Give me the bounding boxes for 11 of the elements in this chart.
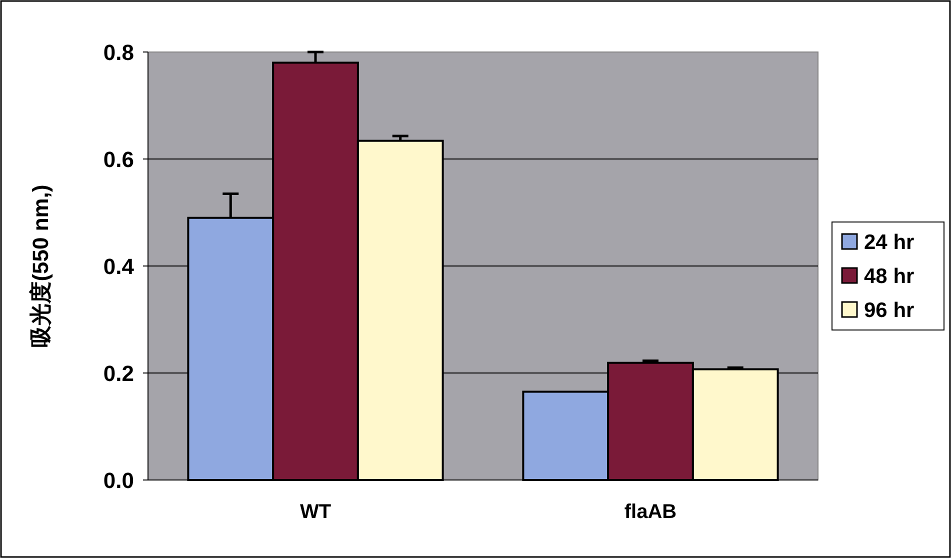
y-tick-label: 0.6 [103,147,134,172]
legend-label: 96 hr [864,299,914,322]
y-tick-label: 0.4 [103,254,135,279]
y-tick-label: 0.8 [103,40,134,65]
y-axis-title: 吸光度(550 nm,) [28,184,53,348]
y-tick-label: 0.0 [103,468,134,493]
x-tick-label: flaAB [624,501,677,523]
legend-label: 48 hr [864,265,914,288]
y-tick-label: 0.2 [103,361,134,386]
legend-label: 24 hr [864,231,914,254]
x-tick-label: WT [300,501,332,523]
